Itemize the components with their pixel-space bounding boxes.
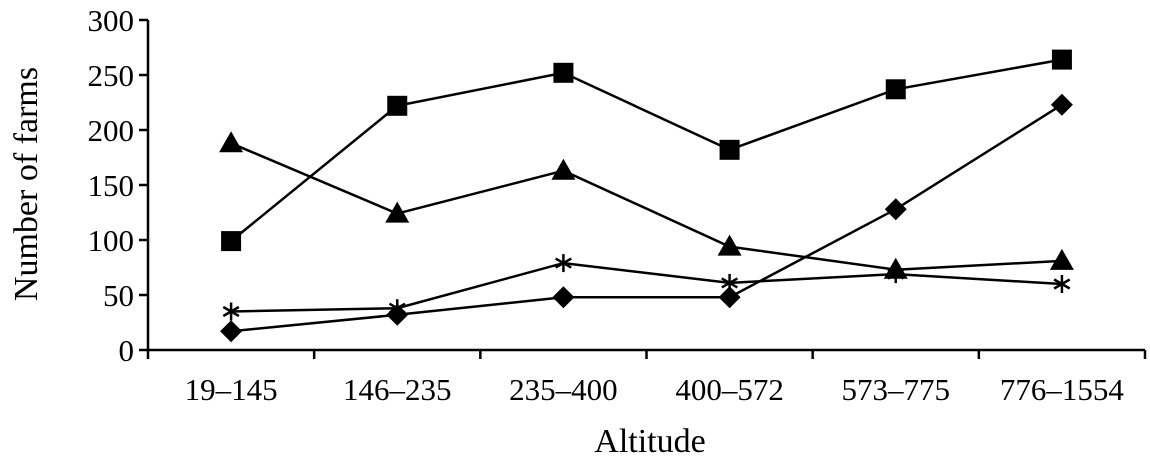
triangle-marker [717,234,742,256]
diamond-marker [718,286,741,309]
asterisk-stroke [1053,278,1071,290]
x-tick-label: 573–775 [842,372,951,407]
asterisk-stroke [554,257,572,269]
triangle-marker [551,158,576,180]
diamond-marker [884,198,907,221]
x-tick-label: 146–235 [343,372,452,407]
series-asterisk [222,254,1071,321]
y-tick-label: 100 [88,223,135,258]
asterisk-marker [1053,275,1071,293]
square-marker [719,139,740,160]
series-line [230,142,1062,271]
y-tick-label: 300 [88,3,135,38]
asterisk-stroke [388,302,406,314]
square-marker [885,79,906,100]
y-tick-label: 150 [88,168,135,203]
triangle-marker [219,131,244,153]
axes: 0 50 100 150 200 250 300 19–145 146–235 235–400 40… [88,3,1147,407]
asterisk-stroke [721,277,739,289]
x-tick-label: 235–400 [509,372,618,407]
x-tick-label: 776–1554 [1000,372,1125,407]
x-tick-label: 19–145 [185,372,278,407]
square-marker [221,231,242,252]
series-triangle [219,131,1074,279]
y-tick-label: 200 [88,113,135,148]
asterisk-marker [554,254,572,273]
diamond-marker [1050,93,1073,116]
diamond-marker [552,286,575,309]
square-marker [553,62,574,83]
y-tick-label: 250 [88,58,135,93]
series-line [231,261,1062,313]
y-axis-title: Number of farms [8,67,45,301]
triangle-marker [1049,248,1074,270]
square-marker [387,95,408,116]
square-marker [1051,49,1072,70]
asterisk-stroke [887,268,905,280]
x-tick-label: 400–572 [675,372,784,407]
series-layer [219,49,1074,343]
x-axis-title: Altitude [594,423,705,460]
y-tick-label: 50 [103,278,134,313]
asterisk-stroke [222,305,240,318]
series-diamond [220,93,1073,343]
triangle-marker [385,201,410,223]
asterisk-marker [887,265,905,284]
asterisk-marker [721,273,739,292]
series-line [230,58,1063,243]
y-tick-label: 0 [119,333,135,368]
asterisk-marker [222,302,240,321]
series-line [230,103,1063,333]
asterisk-marker [388,299,406,318]
series-square [221,49,1072,252]
diamond-marker [220,320,243,343]
